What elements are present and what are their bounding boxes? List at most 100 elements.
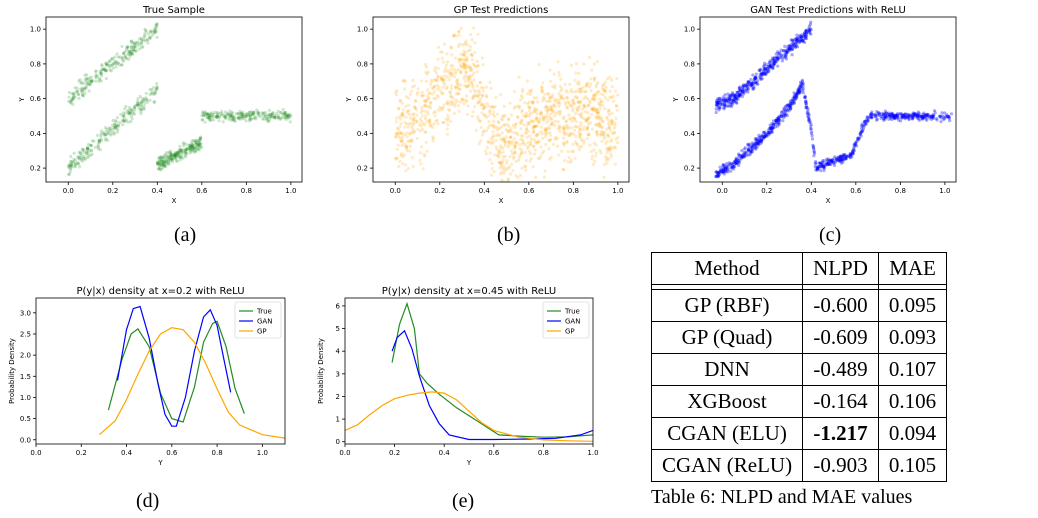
scatter-point <box>731 98 735 102</box>
scatter-point <box>543 169 547 173</box>
scatter-point <box>155 22 159 26</box>
scatter-point <box>900 112 904 116</box>
scatter-point <box>516 114 520 119</box>
scatter-point <box>471 62 476 66</box>
scatter-point <box>99 71 104 76</box>
scatter-point <box>757 138 761 143</box>
scatter-point <box>785 113 789 118</box>
scatter-point <box>596 111 600 115</box>
scatter-point <box>530 119 534 124</box>
scatter-point <box>429 78 434 82</box>
scatter-point <box>125 45 129 49</box>
scatter-point <box>129 111 133 115</box>
scatter-point <box>140 39 144 43</box>
scatter-point <box>478 119 482 123</box>
scatter-point <box>423 114 428 118</box>
scatter-point <box>227 117 231 121</box>
scatter-point <box>105 127 109 131</box>
scatter-point <box>829 159 833 163</box>
scatter-point <box>894 113 898 117</box>
scatter-point <box>887 111 891 115</box>
scatter-point <box>757 135 761 139</box>
scatter-point <box>748 81 752 85</box>
scatter-point <box>763 71 767 75</box>
scatter-point <box>750 84 754 88</box>
scatter-point <box>439 108 443 112</box>
scatter-point <box>594 115 598 119</box>
scatter-point <box>179 148 183 152</box>
scatter-point <box>395 156 399 160</box>
scatter-point <box>128 111 132 115</box>
scatter-point <box>134 45 138 49</box>
scatter-point <box>253 116 257 120</box>
scatter-point <box>162 160 166 164</box>
scatter-point <box>730 91 734 95</box>
scatter-point <box>536 132 541 136</box>
scatter-point <box>248 114 252 118</box>
scatter-point <box>84 86 88 90</box>
scatter-point <box>783 44 787 48</box>
scatter-point <box>88 153 92 157</box>
scatter-point <box>89 79 94 83</box>
table-caption: Table 6: NLPD and MAE values <box>651 486 913 508</box>
scatter-point <box>902 114 906 118</box>
scatter-point <box>746 147 750 152</box>
scatter-point <box>137 47 142 51</box>
scatter-point <box>167 156 171 160</box>
table-row: GP (RBF) -0.600 0.095 <box>650 289 948 322</box>
scatter-point <box>472 78 476 82</box>
scatter-point <box>519 127 523 131</box>
scatter-point <box>484 95 489 99</box>
scatter-point <box>843 153 847 157</box>
scatter-point <box>76 92 80 96</box>
scatter-point <box>279 117 283 121</box>
scatter-point <box>71 102 75 106</box>
scatter-point <box>221 120 225 124</box>
scatter-point <box>774 119 778 123</box>
scatter-point <box>167 162 171 166</box>
header-mae: MAE <box>877 252 948 285</box>
scatter-point <box>565 106 569 110</box>
scatter-point <box>105 63 109 67</box>
scatter-point <box>800 78 805 82</box>
scatter-point <box>496 120 500 124</box>
scatter-point <box>524 114 528 118</box>
scatter-point <box>82 86 87 90</box>
scatter-point <box>464 50 468 54</box>
scatter-point <box>741 90 745 94</box>
scatter-point <box>403 132 407 137</box>
scatter-point <box>792 99 796 103</box>
scatter-point <box>791 44 795 48</box>
scatter-point <box>476 63 480 68</box>
scatter-point <box>117 61 121 65</box>
scatter-point <box>603 88 607 92</box>
scatter-point <box>763 67 768 71</box>
scatter-point <box>167 156 171 160</box>
scatter-point <box>507 118 511 122</box>
scatter-point <box>919 114 923 119</box>
scatter-point <box>844 155 848 159</box>
scatter-point <box>433 110 437 114</box>
scatter-point <box>398 124 402 129</box>
scatter-point <box>70 98 74 103</box>
scatter-point <box>917 111 921 116</box>
scatter-point <box>241 114 245 118</box>
scatter-point <box>465 100 469 104</box>
scatter-point <box>449 45 453 49</box>
scatter-point <box>746 80 751 84</box>
scatter-point <box>149 30 154 34</box>
scatter-point <box>615 76 619 81</box>
scatter-point <box>543 135 547 139</box>
scatter-point <box>517 75 521 79</box>
scatter-point <box>453 75 457 79</box>
x-tick-label: 1.0 <box>587 449 598 457</box>
scatter-point <box>600 139 604 144</box>
scatter-point <box>591 162 595 166</box>
scatter-point <box>911 114 916 118</box>
scatter-point <box>783 112 787 116</box>
scatter-point <box>589 82 593 86</box>
cell-mae: 0.095 <box>877 289 948 322</box>
scatter-point <box>914 114 918 118</box>
scatter-point <box>596 111 600 115</box>
scatter-point <box>789 101 793 106</box>
